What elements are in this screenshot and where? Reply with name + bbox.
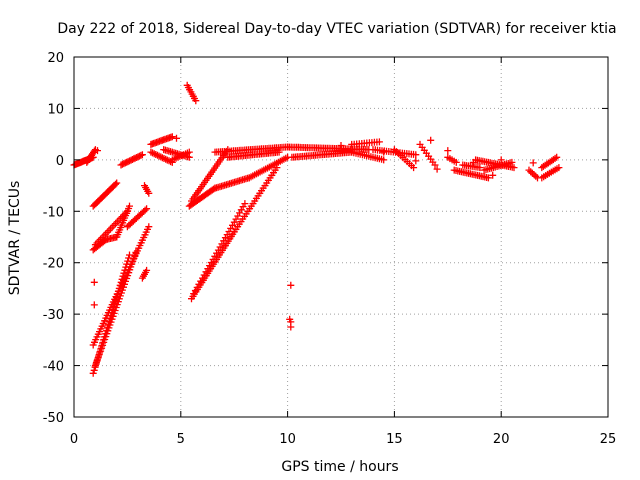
data-point xyxy=(90,366,98,374)
data-point xyxy=(138,151,146,159)
y-tick-label: -50 xyxy=(43,411,64,426)
data-point xyxy=(380,156,388,164)
data-point xyxy=(275,148,283,156)
data-point xyxy=(427,136,435,144)
data-point xyxy=(337,142,345,149)
data-point xyxy=(89,369,97,377)
x-axis-title: GPS time / hours xyxy=(281,459,398,475)
y-tick-label: -10 xyxy=(43,205,64,220)
data-points xyxy=(70,81,563,377)
data-point xyxy=(553,153,561,161)
y-tick-label: 20 xyxy=(47,51,64,66)
x-tick-label: 5 xyxy=(177,432,185,447)
data-point xyxy=(90,301,98,309)
data-point xyxy=(147,148,155,156)
data-point xyxy=(555,164,563,172)
x-tick-label: 25 xyxy=(600,432,617,447)
data-point xyxy=(143,205,151,213)
data-point xyxy=(145,189,153,197)
grid-lines xyxy=(74,57,608,417)
data-point xyxy=(444,147,452,155)
data-point xyxy=(150,150,158,158)
data-point xyxy=(380,148,388,156)
data-point xyxy=(145,223,153,231)
data-point xyxy=(123,207,131,215)
data-point xyxy=(484,174,492,182)
data-point xyxy=(469,158,477,166)
y-tick-label: 0 xyxy=(56,154,64,169)
data-point xyxy=(241,200,249,208)
data-point xyxy=(90,278,98,286)
plot-frame xyxy=(73,56,609,418)
y-tick-label: -40 xyxy=(43,360,64,375)
data-point xyxy=(452,158,460,166)
data-point xyxy=(431,161,439,169)
data-point xyxy=(210,185,218,193)
data-point xyxy=(433,165,441,173)
y-axis-title: SDTVAR / TECUs xyxy=(7,181,23,296)
data-point xyxy=(185,148,193,156)
data-point xyxy=(94,147,101,155)
data-point xyxy=(173,134,180,142)
x-tick-label: 15 xyxy=(386,432,403,447)
data-point xyxy=(168,133,176,141)
data-point xyxy=(137,151,145,159)
data-point xyxy=(141,206,149,214)
data-point xyxy=(112,180,119,188)
data-point xyxy=(508,158,516,166)
data-point xyxy=(529,159,537,167)
data-point xyxy=(162,155,170,163)
y-tick-label: -20 xyxy=(43,257,64,272)
data-point xyxy=(510,164,518,172)
data-point xyxy=(157,153,165,161)
data-point xyxy=(412,157,420,165)
x-tick-labels: 0 5 10 15 20 25 xyxy=(70,432,616,447)
chart-title: Day 222 of 2018, Sidereal Day-to-day VTE… xyxy=(57,21,616,37)
data-point xyxy=(143,266,151,274)
x-tick-label: 20 xyxy=(493,432,510,447)
data-point xyxy=(154,151,161,159)
data-point xyxy=(410,164,418,172)
data-point xyxy=(497,156,505,164)
data-point xyxy=(287,281,295,289)
x-tick-label: 10 xyxy=(279,432,296,447)
data-point xyxy=(113,179,121,187)
data-point xyxy=(551,154,559,162)
data-point xyxy=(375,138,383,146)
data-point xyxy=(476,164,484,172)
data-point xyxy=(412,151,420,159)
data-point xyxy=(273,164,281,172)
y-tick-label: 10 xyxy=(47,102,64,117)
y-tick-label: -30 xyxy=(43,308,64,323)
data-point xyxy=(287,323,295,331)
data-point xyxy=(192,97,200,105)
axis-ticks xyxy=(73,56,609,418)
x-tick-label: 0 xyxy=(70,432,78,447)
data-point xyxy=(126,202,133,210)
data-point xyxy=(158,154,166,162)
data-point xyxy=(489,171,497,179)
y-tick-labels: -50 -40 -30 -20 -10 0 10 20 xyxy=(43,51,64,426)
data-point xyxy=(165,157,173,165)
